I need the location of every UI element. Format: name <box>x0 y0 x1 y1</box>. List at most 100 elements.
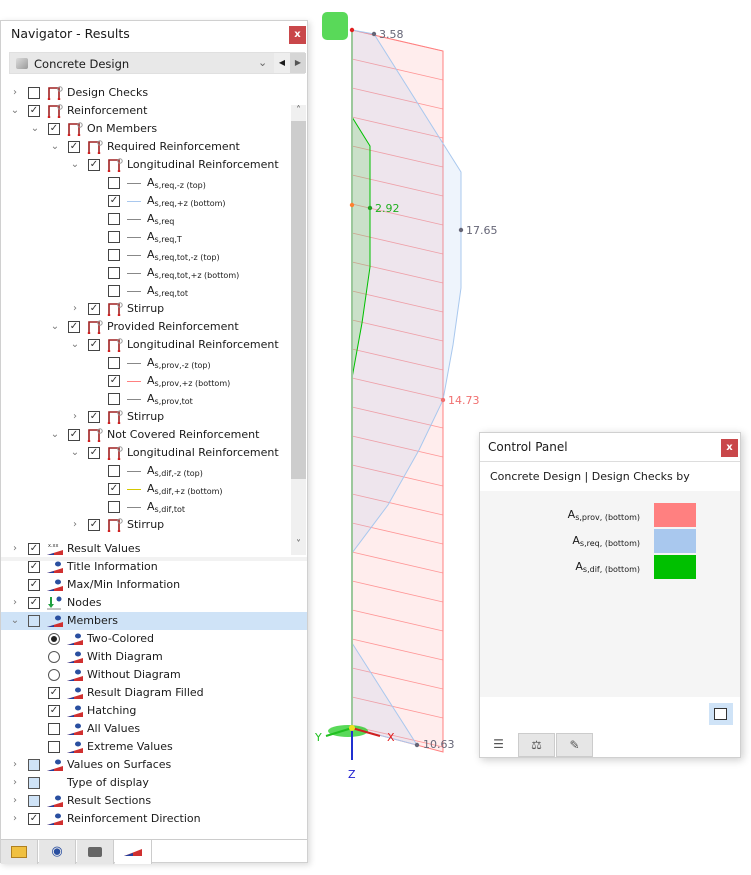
checkbox[interactable] <box>28 795 40 807</box>
tree-item[interactable]: ⌄ ✓ Not Covered Reinforcement <box>1 426 291 444</box>
tree-item[interactable]: ✓ As,req,+z (bottom) <box>1 192 291 210</box>
tab-color-scale[interactable]: ☰ <box>480 733 517 757</box>
tab-data[interactable] <box>1 840 38 864</box>
checkbox[interactable]: ✓ <box>28 105 40 117</box>
tree-item[interactable]: As,dif,tot <box>1 498 291 516</box>
tree-item[interactable]: All Values <box>1 720 291 738</box>
chevron-right-icon[interactable]: › <box>13 813 17 824</box>
tree-item[interactable]: As,req,-z (top) <box>1 174 291 192</box>
tree-item[interactable]: With Diagram <box>1 648 291 666</box>
checkbox[interactable] <box>108 267 120 279</box>
chevron-down-icon[interactable]: ⌄ <box>30 123 40 134</box>
scrollbar-thumb[interactable] <box>291 121 306 479</box>
tree-item[interactable]: › ✓ Stirrup <box>1 300 291 318</box>
checkbox[interactable] <box>108 249 120 261</box>
next-button[interactable]: ▶ <box>290 53 306 73</box>
radio-button[interactable] <box>48 633 60 645</box>
tab-views[interactable] <box>77 840 114 864</box>
checkbox[interactable] <box>108 357 120 369</box>
close-button[interactable]: x <box>289 26 306 44</box>
checkbox[interactable] <box>108 465 120 477</box>
chevron-right-icon[interactable]: › <box>73 519 77 530</box>
tree-item[interactable]: ✓ Title Information <box>1 558 291 576</box>
module-dropdown[interactable]: Concrete Design ⌄ ◀ ▶ <box>9 52 306 74</box>
chevron-right-icon[interactable]: › <box>13 597 17 608</box>
chevron-down-icon[interactable]: ⌄ <box>50 321 60 332</box>
tree-item[interactable]: › Result Sections <box>1 792 291 810</box>
chevron-right-icon[interactable]: › <box>73 411 77 422</box>
checkbox[interactable]: ✓ <box>28 579 40 591</box>
chevron-right-icon[interactable]: › <box>13 87 17 98</box>
checkbox[interactable]: ✓ <box>28 561 40 573</box>
tree-item[interactable]: ⌄ ✓ Longitudinal Reinforcement <box>1 336 291 354</box>
checkbox[interactable] <box>108 285 120 297</box>
tree-item[interactable]: ⌄ ✓ Longitudinal Reinforcement <box>1 444 291 462</box>
checkbox[interactable]: ✓ <box>88 339 100 351</box>
chevron-right-icon[interactable]: › <box>13 543 17 554</box>
checkbox[interactable] <box>28 87 40 99</box>
tree-item[interactable]: ⌄ ✓ On Members <box>1 120 291 138</box>
tree-item[interactable]: As,req,tot,+z (bottom) <box>1 264 291 282</box>
tree-item[interactable]: ⌄ ✓ Provided Reinforcement <box>1 318 291 336</box>
chevron-down-icon[interactable]: ⌄ <box>10 105 20 116</box>
tree-item[interactable]: ⌄ ✓ Required Reinforcement <box>1 138 291 156</box>
chevron-down-icon[interactable]: ⌄ <box>70 339 80 350</box>
scrollbar[interactable]: ˄ ˅ <box>291 105 306 555</box>
checkbox[interactable] <box>48 741 60 753</box>
chevron-down-icon[interactable]: ⌄ <box>258 56 268 69</box>
scroll-down-icon[interactable]: ˅ <box>296 539 301 550</box>
chevron-down-icon[interactable]: ⌄ <box>70 159 80 170</box>
tree-item[interactable]: › ✓ Nodes <box>1 594 291 612</box>
close-button[interactable]: x <box>721 439 738 457</box>
chevron-right-icon[interactable]: › <box>73 303 77 314</box>
checkbox[interactable]: ✓ <box>88 159 100 171</box>
chevron-down-icon[interactable]: ⌄ <box>50 429 60 440</box>
previous-button[interactable]: ◀ <box>274 53 290 73</box>
tree-item[interactable]: › ✓ x.xx Result Values <box>1 540 291 558</box>
tree-item[interactable]: › Design Checks <box>1 84 291 102</box>
checkbox[interactable] <box>28 615 40 627</box>
checkbox[interactable]: ✓ <box>88 411 100 423</box>
tree-item[interactable]: ✓ As,dif,+z (bottom) <box>1 480 291 498</box>
tree-item[interactable]: › Type of display <box>1 774 291 792</box>
checkbox[interactable] <box>28 777 40 789</box>
checkbox[interactable]: ✓ <box>68 141 80 153</box>
checkbox[interactable] <box>108 393 120 405</box>
checkbox[interactable]: ✓ <box>48 687 60 699</box>
chevron-down-icon[interactable]: ⌄ <box>10 615 20 626</box>
checkbox[interactable]: ✓ <box>48 123 60 135</box>
tree-item[interactable]: As,prov,tot <box>1 390 291 408</box>
tree-item[interactable]: As,req <box>1 210 291 228</box>
tree-item[interactable]: As,dif,-z (top) <box>1 462 291 480</box>
tree-item[interactable]: Extreme Values <box>1 738 291 756</box>
checkbox[interactable]: ✓ <box>108 375 120 387</box>
tree-item[interactable]: As,prov,-z (top) <box>1 354 291 372</box>
chevron-down-icon[interactable]: ⌄ <box>50 141 60 152</box>
checkbox[interactable] <box>108 501 120 513</box>
checkbox[interactable]: ✓ <box>88 519 100 531</box>
tree-item[interactable]: As,req,tot,-z (top) <box>1 246 291 264</box>
checkbox[interactable]: ✓ <box>68 429 80 441</box>
tree-item[interactable]: Without Diagram <box>1 666 291 684</box>
checkbox[interactable]: ✓ <box>108 483 120 495</box>
export-button[interactable] <box>709 703 733 725</box>
checkbox[interactable]: ✓ <box>48 705 60 717</box>
checkbox[interactable] <box>28 759 40 771</box>
tab-settings[interactable]: ✎ <box>556 733 593 757</box>
tab-results[interactable] <box>115 840 152 864</box>
tree-item[interactable]: Two-Colored <box>1 630 291 648</box>
chevron-right-icon[interactable]: › <box>13 777 17 788</box>
checkbox[interactable]: ✓ <box>68 321 80 333</box>
checkbox[interactable] <box>108 177 120 189</box>
tree-item[interactable]: › ✓ Reinforcement Direction <box>1 810 291 828</box>
chevron-right-icon[interactable]: › <box>13 759 17 770</box>
tab-display[interactable]: ◉ <box>39 840 76 864</box>
tree-item[interactable]: ⌄ ✓ Longitudinal Reinforcement <box>1 156 291 174</box>
checkbox[interactable]: ✓ <box>88 447 100 459</box>
tree-item[interactable]: ⌄ Members <box>1 612 307 630</box>
checkbox[interactable] <box>108 213 120 225</box>
checkbox[interactable]: ✓ <box>28 543 40 555</box>
radio-button[interactable] <box>48 651 60 663</box>
tree-item[interactable]: ✓ Hatching <box>1 702 291 720</box>
